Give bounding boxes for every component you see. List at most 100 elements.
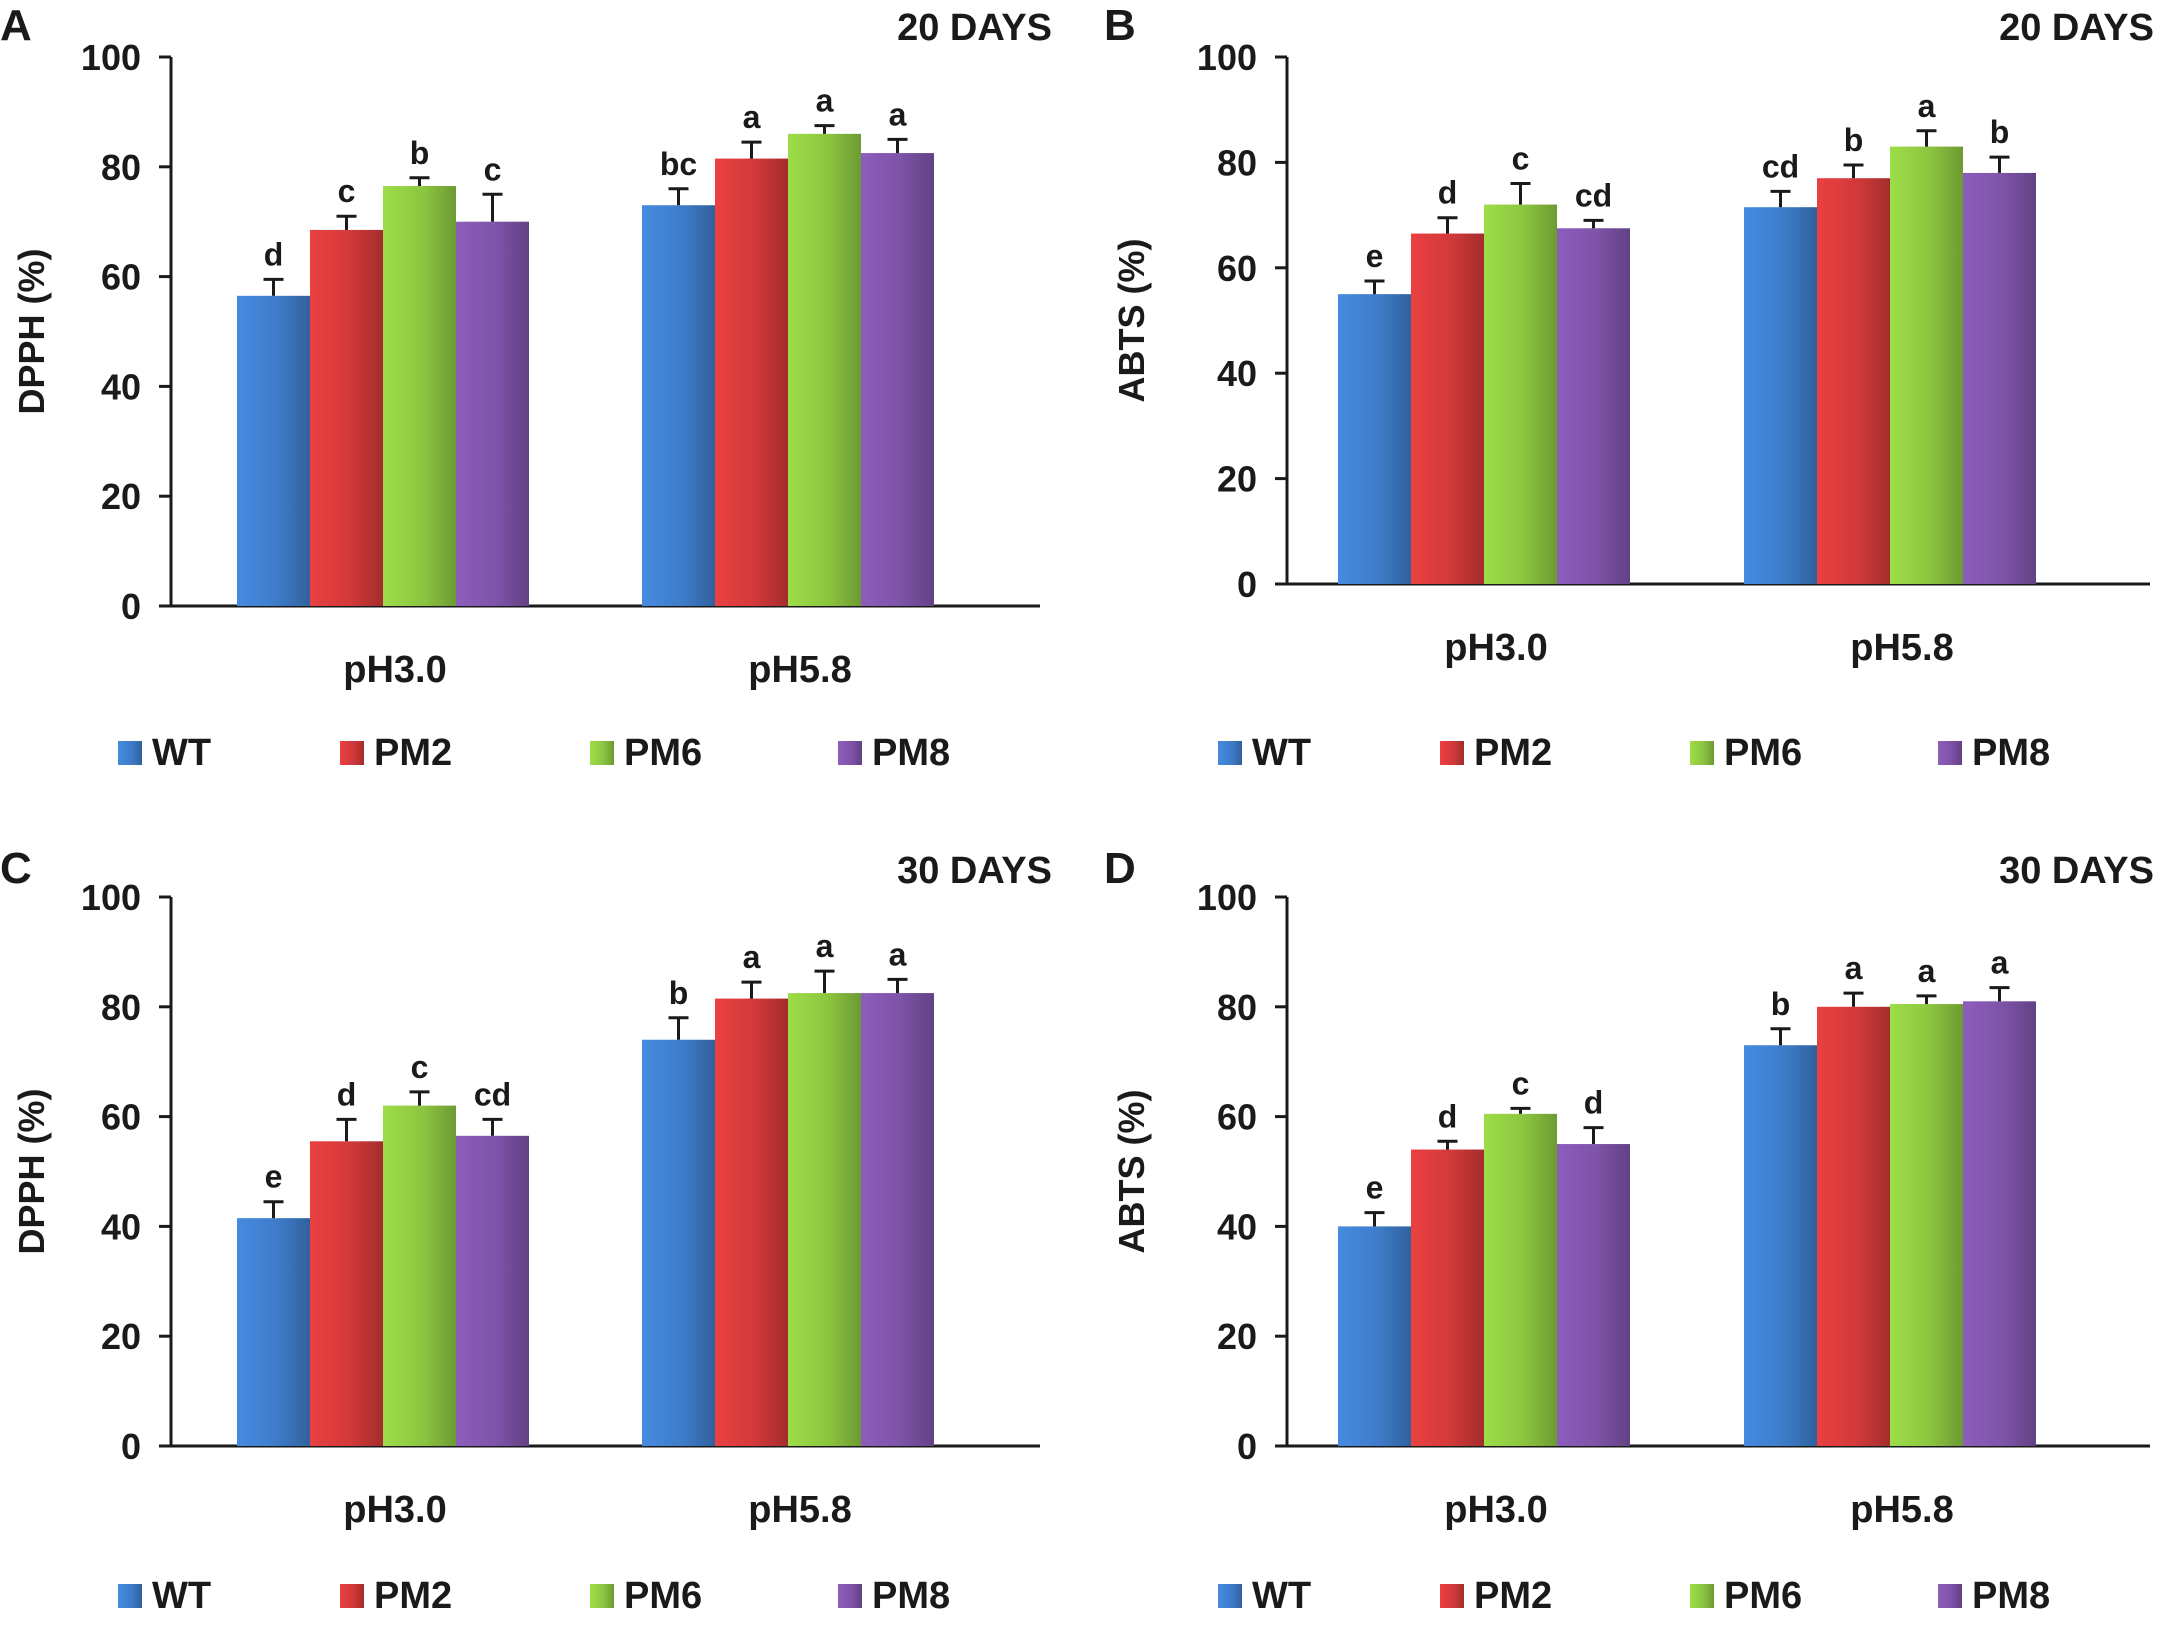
y-tick-label: 0 [121,586,141,627]
legend-label-wt: WT [152,732,211,774]
bar-pm2-ph30 [310,1141,383,1446]
significance-label: a [1845,950,1863,986]
y-axis-label: ABTS (%) [1111,1090,1152,1254]
y-tick-label: 100 [81,37,141,78]
legend-label-pm2: PM2 [1474,1575,1552,1617]
x-category-label: pH5.8 [748,1489,851,1531]
legend-label-pm8: PM8 [1972,1575,2050,1617]
y-tick-label: 0 [121,1426,141,1467]
panel-d: D 30 DAYS 0 20 40 60 80 100 ABTS (%) e d c d pH3.0 b a a… [1104,844,2154,1617]
y-tick-label: 80 [101,987,141,1028]
y-tick-label: 40 [1217,353,1257,394]
y-tick-label: 20 [101,476,141,517]
y-tick-label: 60 [101,257,141,298]
significance-label: d [264,236,284,272]
significance-label: a [743,99,761,135]
significance-label: bc [660,146,697,182]
significance-label: b [669,975,689,1011]
legend-label-pm2: PM2 [374,732,452,774]
panel-title: 20 DAYS [897,7,1052,49]
significance-label: a [816,83,834,119]
bar-pm8-ph30 [456,1135,529,1446]
y-tick-label: 80 [1217,987,1257,1028]
significance-label: cd [1575,177,1612,213]
legend-label-pm6: PM6 [1724,732,1802,774]
bar-wt-ph30 [237,1218,310,1446]
legend-label-wt: WT [152,1575,211,1617]
y-axis-label: DPPH (%) [11,248,52,414]
legend-swatch-pm2 [1440,1584,1464,1608]
bar-wt-ph58 [642,205,715,607]
bar-wt-ph30 [1338,294,1411,584]
y-tick-label: 60 [1217,248,1257,289]
y-tick-label: 40 [101,366,141,407]
x-category-label: pH3.0 [1444,627,1547,669]
bar-wt-ph58 [1744,1045,1817,1446]
y-axis-label: ABTS (%) [1111,239,1152,403]
bar-pm8-ph58 [1963,1001,2036,1446]
bar-pm6-ph30 [1484,1113,1557,1446]
legend-label-pm2: PM2 [1474,732,1552,774]
significance-label: b [1990,114,2010,150]
bar-pm6-ph58 [1890,1004,1963,1446]
significance-label: a [816,928,834,964]
bar-pm6-ph30 [383,186,456,606]
x-category-label: pH5.8 [1850,627,1953,669]
significance-label: c [1512,140,1530,176]
significance-label: d [1438,175,1458,211]
y-tick-label: 80 [1217,142,1257,183]
panel-title: 30 DAYS [1999,850,2154,892]
legend-swatch-pm2 [1440,741,1464,765]
x-category-label: pH3.0 [1444,1489,1547,1531]
legend-swatch-wt [1218,1584,1242,1608]
bar-pm6-ph58 [788,993,861,1446]
y-tick-label: 100 [1197,37,1257,78]
y-tick-label: 20 [101,1316,141,1357]
legend-label-pm8: PM8 [1972,732,2050,774]
significance-label: a [743,939,761,975]
significance-label: d [1584,1085,1604,1121]
legend-swatch-pm8 [838,1584,862,1608]
legend-swatch-wt [1218,741,1242,765]
significance-label: e [1366,238,1384,274]
bar-pm6-ph58 [788,133,861,607]
y-axis-label: DPPH (%) [11,1088,52,1254]
bar-pm6-ph30 [383,1105,456,1446]
panel-letter: D [1104,844,1136,893]
y-tick-label: 20 [1217,459,1257,500]
legend-swatch-pm6 [1690,1584,1714,1608]
significance-label: cd [1762,148,1799,184]
bar-pm6-ph58 [1890,146,1963,584]
panel-letter: C [0,844,32,893]
bar-wt-ph30 [237,295,310,606]
legend-swatch-pm6 [1690,741,1714,765]
significance-label: a [1918,88,1936,124]
legend-swatch-wt [118,1584,142,1608]
legend-swatch-pm6 [590,1584,614,1608]
panel-b: B 20 DAYS 0 20 40 60 80 100 ABTS (%) e d c cd pH3.0 cd… [1104,1,2154,774]
legend-label-wt: WT [1252,1575,1311,1617]
bar-pm8-ph58 [861,993,934,1446]
significance-label: a [889,936,907,972]
bar-pm2-ph30 [310,229,383,606]
y-tick-label: 60 [101,1097,141,1138]
y-tick-label: 40 [1217,1206,1257,1247]
bar-pm8-ph30 [456,221,529,606]
legend-label-wt: WT [1252,732,1311,774]
legend-swatch-pm8 [1938,1584,1962,1608]
bar-wt-ph58 [1744,207,1817,584]
bar-pm8-ph30 [1557,1144,1630,1446]
significance-label: e [265,1159,283,1195]
significance-label: b [1771,986,1791,1022]
significance-label: d [1438,1098,1458,1134]
bar-pm2-ph30 [1411,1149,1484,1446]
significance-label: c [1512,1065,1530,1101]
significance-label: cd [474,1076,511,1112]
panel-title: 30 DAYS [897,850,1052,892]
x-category-label: pH3.0 [343,1489,446,1531]
legend-label-pm8: PM8 [872,1575,950,1617]
bar-pm8-ph58 [861,153,934,606]
